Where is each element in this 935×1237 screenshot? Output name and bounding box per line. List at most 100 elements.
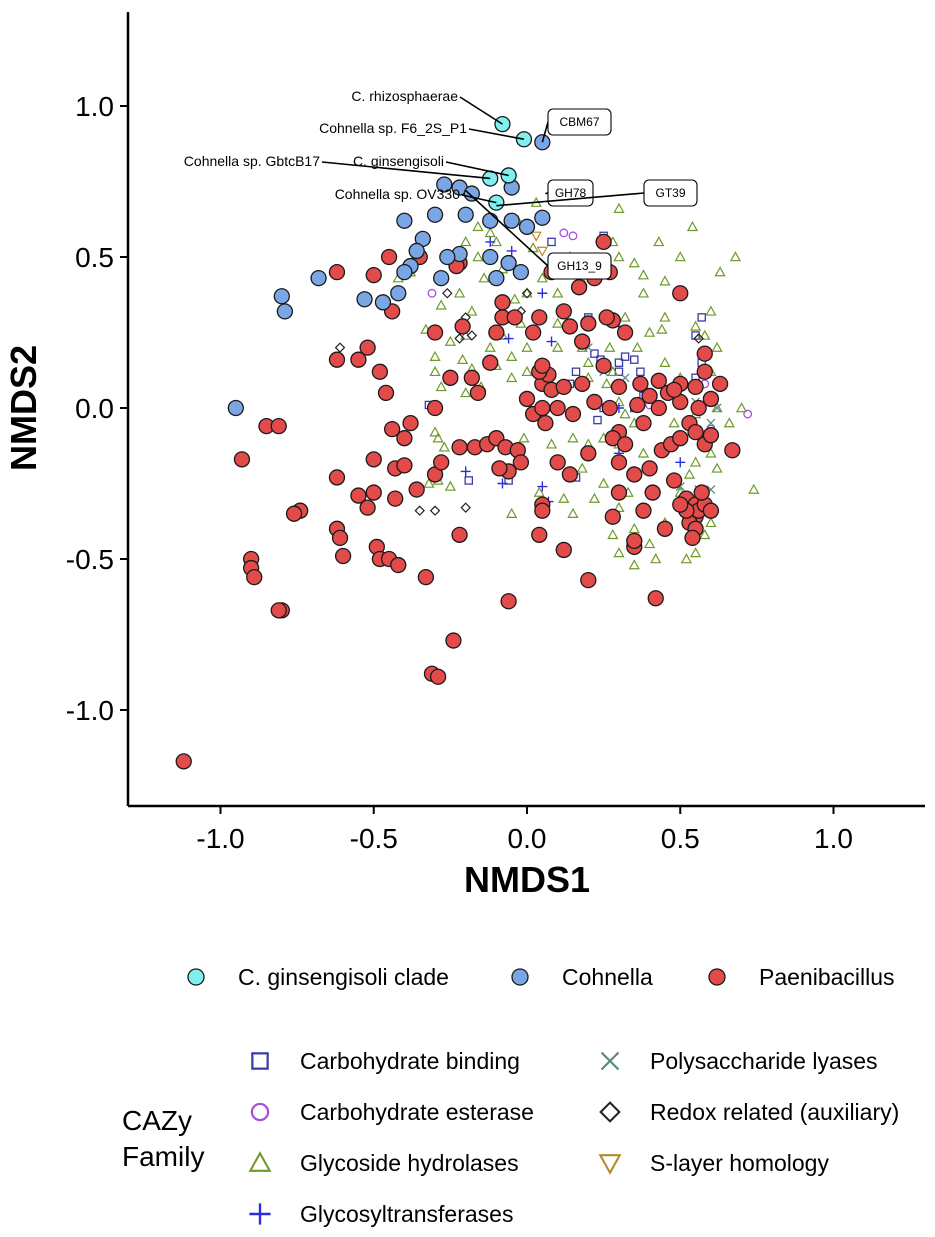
genome-annotation-label: Cohnella sp. GbtcB17 — [184, 153, 320, 169]
genome-point — [451, 439, 468, 456]
genome-legend: C. ginsengisoli clade Cohnella Paenibacill… — [187, 964, 895, 990]
cazy-point — [435, 299, 447, 310]
cazy-point — [506, 245, 517, 256]
genome-point — [641, 387, 658, 405]
genome-point — [650, 399, 667, 417]
genome-point — [635, 502, 652, 519]
x-tick-label: -0.5 — [350, 823, 398, 854]
cazy-point — [637, 269, 650, 280]
cazy-point — [472, 220, 484, 232]
cazy-point — [457, 353, 469, 364]
cazy-point — [628, 257, 640, 268]
annotation-leader — [445, 161, 509, 177]
cazy-point — [659, 275, 671, 286]
genome-point — [365, 484, 382, 501]
cazy-point — [613, 251, 625, 262]
family-annotation-label: CBM67 — [559, 115, 599, 129]
genome-point — [365, 266, 382, 284]
genome-point — [632, 375, 649, 392]
genome-point — [656, 520, 674, 537]
genome-point — [328, 263, 346, 281]
genome-point — [433, 269, 450, 287]
cazy-point — [686, 220, 699, 232]
cazy-point — [711, 462, 723, 473]
genome-point — [383, 420, 401, 438]
genome-point — [531, 309, 548, 326]
cazy-point — [537, 288, 548, 299]
series-c-ginsengisoli-clade — [482, 115, 533, 211]
cazy-point — [429, 426, 441, 437]
series-cohnella — [227, 134, 551, 417]
cazy-point — [460, 502, 471, 513]
x-tick-label: 0.0 — [508, 823, 547, 854]
genome-point — [524, 324, 542, 341]
genome-point — [696, 363, 713, 380]
cazy-point — [706, 418, 716, 428]
genome-point — [650, 372, 667, 389]
cazy-point — [568, 231, 578, 241]
cazy-point — [675, 457, 686, 468]
cazy-point — [735, 402, 748, 413]
genome-point — [555, 541, 572, 559]
genome-point — [426, 324, 444, 341]
family-annotation-label: GH78 — [555, 186, 587, 200]
cazy-legend-title-line1: CAZy — [122, 1105, 192, 1136]
cazy-point — [472, 251, 484, 262]
genome-annotation-label: Cohnella sp. OV330 — [335, 186, 461, 202]
cazy-point — [545, 438, 558, 449]
cazy-point — [485, 236, 496, 247]
cazy-point — [748, 483, 760, 494]
legend-label-s-layer-homology: S-layer homology — [650, 1150, 829, 1176]
genome-point — [672, 430, 689, 447]
cazy-point — [593, 415, 602, 425]
genome-point — [580, 571, 597, 589]
cazy-legend-title-line2: Family — [122, 1141, 204, 1172]
genome-point — [512, 454, 530, 471]
cazy-point — [607, 529, 619, 540]
genome-point — [549, 399, 566, 417]
cazy-point — [659, 356, 671, 367]
cazy-point — [460, 387, 472, 398]
annotation-box — [547, 252, 612, 280]
genome-point — [644, 484, 661, 501]
cazy-point — [429, 350, 441, 361]
genome-point — [451, 526, 468, 543]
genome-point — [396, 457, 413, 474]
genome-point — [665, 472, 683, 489]
cazy-point — [689, 547, 702, 558]
genome-point — [350, 351, 367, 368]
y-tick-label: -1.0 — [66, 695, 114, 726]
cazy-point — [552, 287, 564, 298]
genome-point — [549, 454, 566, 471]
cazy-point — [466, 305, 478, 316]
genome-point — [482, 354, 499, 371]
legend-key-glycosyltransferases — [249, 1203, 271, 1225]
genome-point — [512, 263, 530, 281]
genome-point — [702, 427, 720, 444]
cazy-point — [631, 341, 643, 352]
genome-point — [601, 399, 618, 417]
genome-point — [273, 288, 290, 305]
genome-point — [564, 405, 582, 423]
cazy-point — [705, 447, 717, 458]
cazy-point — [705, 516, 717, 528]
family-annotation-label: GH13_9 — [557, 259, 602, 273]
annotation-leader — [321, 161, 491, 180]
cazy-point — [547, 237, 556, 247]
cazy-point — [723, 417, 735, 428]
y-axis-title: NMDS2 — [3, 345, 44, 471]
genome-point — [433, 454, 450, 471]
genome-point — [711, 375, 729, 392]
legend-key-c-ginsengisoli-clade — [187, 968, 205, 986]
cazy-point — [628, 522, 640, 534]
genome-point — [635, 414, 652, 432]
cazy-point — [656, 323, 668, 334]
cazy-point — [546, 336, 557, 347]
genome-point — [570, 279, 588, 296]
genome-point — [408, 481, 425, 498]
cazy-point — [711, 402, 723, 413]
genome-point — [616, 436, 634, 453]
cazy-point — [552, 317, 564, 328]
genome-point — [390, 285, 407, 302]
genome-point — [417, 568, 435, 586]
